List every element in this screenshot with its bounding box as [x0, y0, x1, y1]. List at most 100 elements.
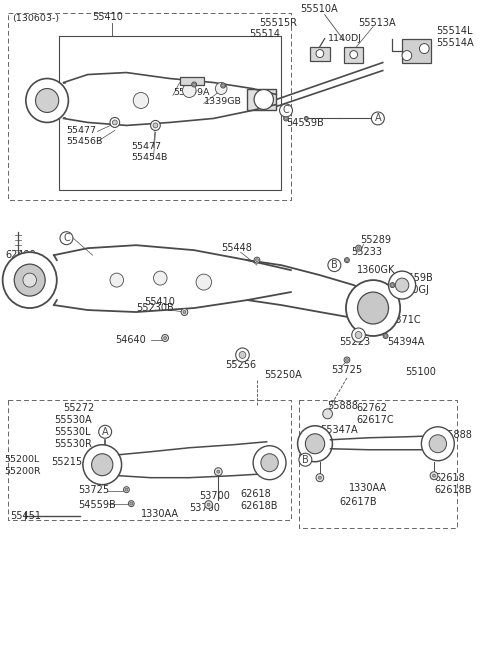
Circle shape: [92, 454, 113, 476]
Polygon shape: [180, 76, 204, 84]
Text: 53725: 53725: [332, 365, 362, 375]
Text: 1339GB: 1339GB: [204, 97, 241, 106]
Circle shape: [217, 470, 220, 473]
Text: 55410: 55410: [144, 297, 175, 307]
Text: 55514L: 55514L: [436, 26, 472, 36]
Text: 55454B: 55454B: [131, 153, 168, 162]
Circle shape: [318, 476, 321, 479]
Text: 55530L: 55530L: [54, 427, 90, 437]
Circle shape: [304, 116, 308, 120]
Circle shape: [261, 454, 278, 472]
Circle shape: [130, 502, 132, 505]
Circle shape: [356, 245, 361, 251]
Text: B: B: [302, 455, 309, 465]
Circle shape: [192, 82, 196, 87]
Circle shape: [133, 93, 149, 109]
Polygon shape: [344, 47, 363, 63]
Circle shape: [346, 259, 348, 262]
Text: 1140DJ: 1140DJ: [327, 34, 361, 43]
Text: (130603-): (130603-): [12, 14, 60, 23]
Circle shape: [26, 78, 68, 122]
Circle shape: [402, 51, 412, 61]
Circle shape: [345, 258, 349, 263]
Circle shape: [181, 309, 188, 316]
Circle shape: [388, 271, 416, 299]
Circle shape: [254, 257, 260, 263]
Text: 54559B: 54559B: [78, 499, 116, 510]
Circle shape: [305, 434, 324, 454]
Text: C: C: [283, 105, 289, 115]
Text: 1360GK: 1360GK: [357, 265, 395, 275]
Circle shape: [215, 468, 222, 476]
Text: 55223: 55223: [339, 337, 371, 347]
Text: 55510A: 55510A: [300, 4, 338, 14]
Text: A: A: [102, 427, 108, 437]
Text: B: B: [331, 260, 338, 270]
Circle shape: [222, 84, 225, 87]
Circle shape: [110, 273, 123, 287]
Text: 55256: 55256: [225, 360, 256, 370]
Text: 55100: 55100: [405, 367, 436, 377]
Circle shape: [125, 488, 128, 491]
Circle shape: [236, 348, 249, 362]
Text: 55499A: 55499A: [173, 88, 209, 97]
Circle shape: [110, 117, 120, 128]
Circle shape: [432, 474, 435, 477]
Circle shape: [316, 49, 324, 57]
Circle shape: [384, 334, 387, 338]
Circle shape: [112, 120, 117, 125]
Circle shape: [239, 351, 246, 359]
Circle shape: [183, 311, 186, 313]
Circle shape: [316, 474, 324, 482]
Text: 62499: 62499: [6, 250, 36, 260]
Text: 55448: 55448: [221, 243, 252, 253]
Text: 55515R: 55515R: [259, 18, 297, 28]
Text: 62618B: 62618B: [434, 485, 471, 495]
Text: 55888: 55888: [441, 430, 472, 440]
Circle shape: [305, 117, 308, 120]
Circle shape: [285, 117, 288, 120]
Circle shape: [153, 123, 158, 128]
Circle shape: [390, 282, 395, 288]
Circle shape: [429, 435, 446, 453]
Circle shape: [298, 426, 333, 462]
Circle shape: [430, 472, 438, 480]
Circle shape: [23, 273, 36, 287]
Text: 55513A: 55513A: [359, 18, 396, 28]
Text: 53725: 53725: [78, 485, 109, 495]
Text: 55200L: 55200L: [5, 455, 40, 465]
Text: 62618: 62618: [434, 472, 465, 483]
Circle shape: [344, 357, 350, 363]
Circle shape: [2, 252, 57, 308]
Text: 62617C: 62617C: [357, 415, 394, 425]
Circle shape: [162, 334, 168, 342]
Text: 53700: 53700: [199, 491, 230, 501]
Text: 55514: 55514: [249, 29, 280, 39]
Polygon shape: [247, 89, 276, 111]
Text: A: A: [374, 113, 381, 124]
Text: 62762: 62762: [357, 403, 388, 413]
Polygon shape: [402, 39, 431, 63]
Circle shape: [383, 334, 388, 338]
Text: 55230B: 55230B: [136, 303, 174, 313]
Text: 1330AA: 1330AA: [349, 483, 387, 493]
Text: 55215A: 55215A: [51, 457, 89, 467]
Circle shape: [396, 278, 409, 292]
Text: 55233: 55233: [351, 247, 382, 257]
Text: 54559B: 54559B: [396, 273, 433, 283]
Circle shape: [391, 284, 394, 287]
Circle shape: [196, 274, 212, 290]
Circle shape: [352, 328, 365, 342]
Circle shape: [255, 259, 258, 262]
Circle shape: [207, 503, 210, 506]
Text: 1360GJ: 1360GJ: [396, 285, 430, 295]
Text: 1330AA: 1330AA: [141, 509, 179, 519]
Text: 55530A: 55530A: [54, 415, 92, 425]
Circle shape: [83, 445, 121, 485]
Text: 62617B: 62617B: [339, 497, 377, 507]
Text: 55888: 55888: [327, 401, 359, 411]
Text: 54394A: 54394A: [387, 337, 425, 347]
Circle shape: [420, 43, 429, 53]
Polygon shape: [310, 47, 330, 61]
Circle shape: [36, 89, 59, 113]
